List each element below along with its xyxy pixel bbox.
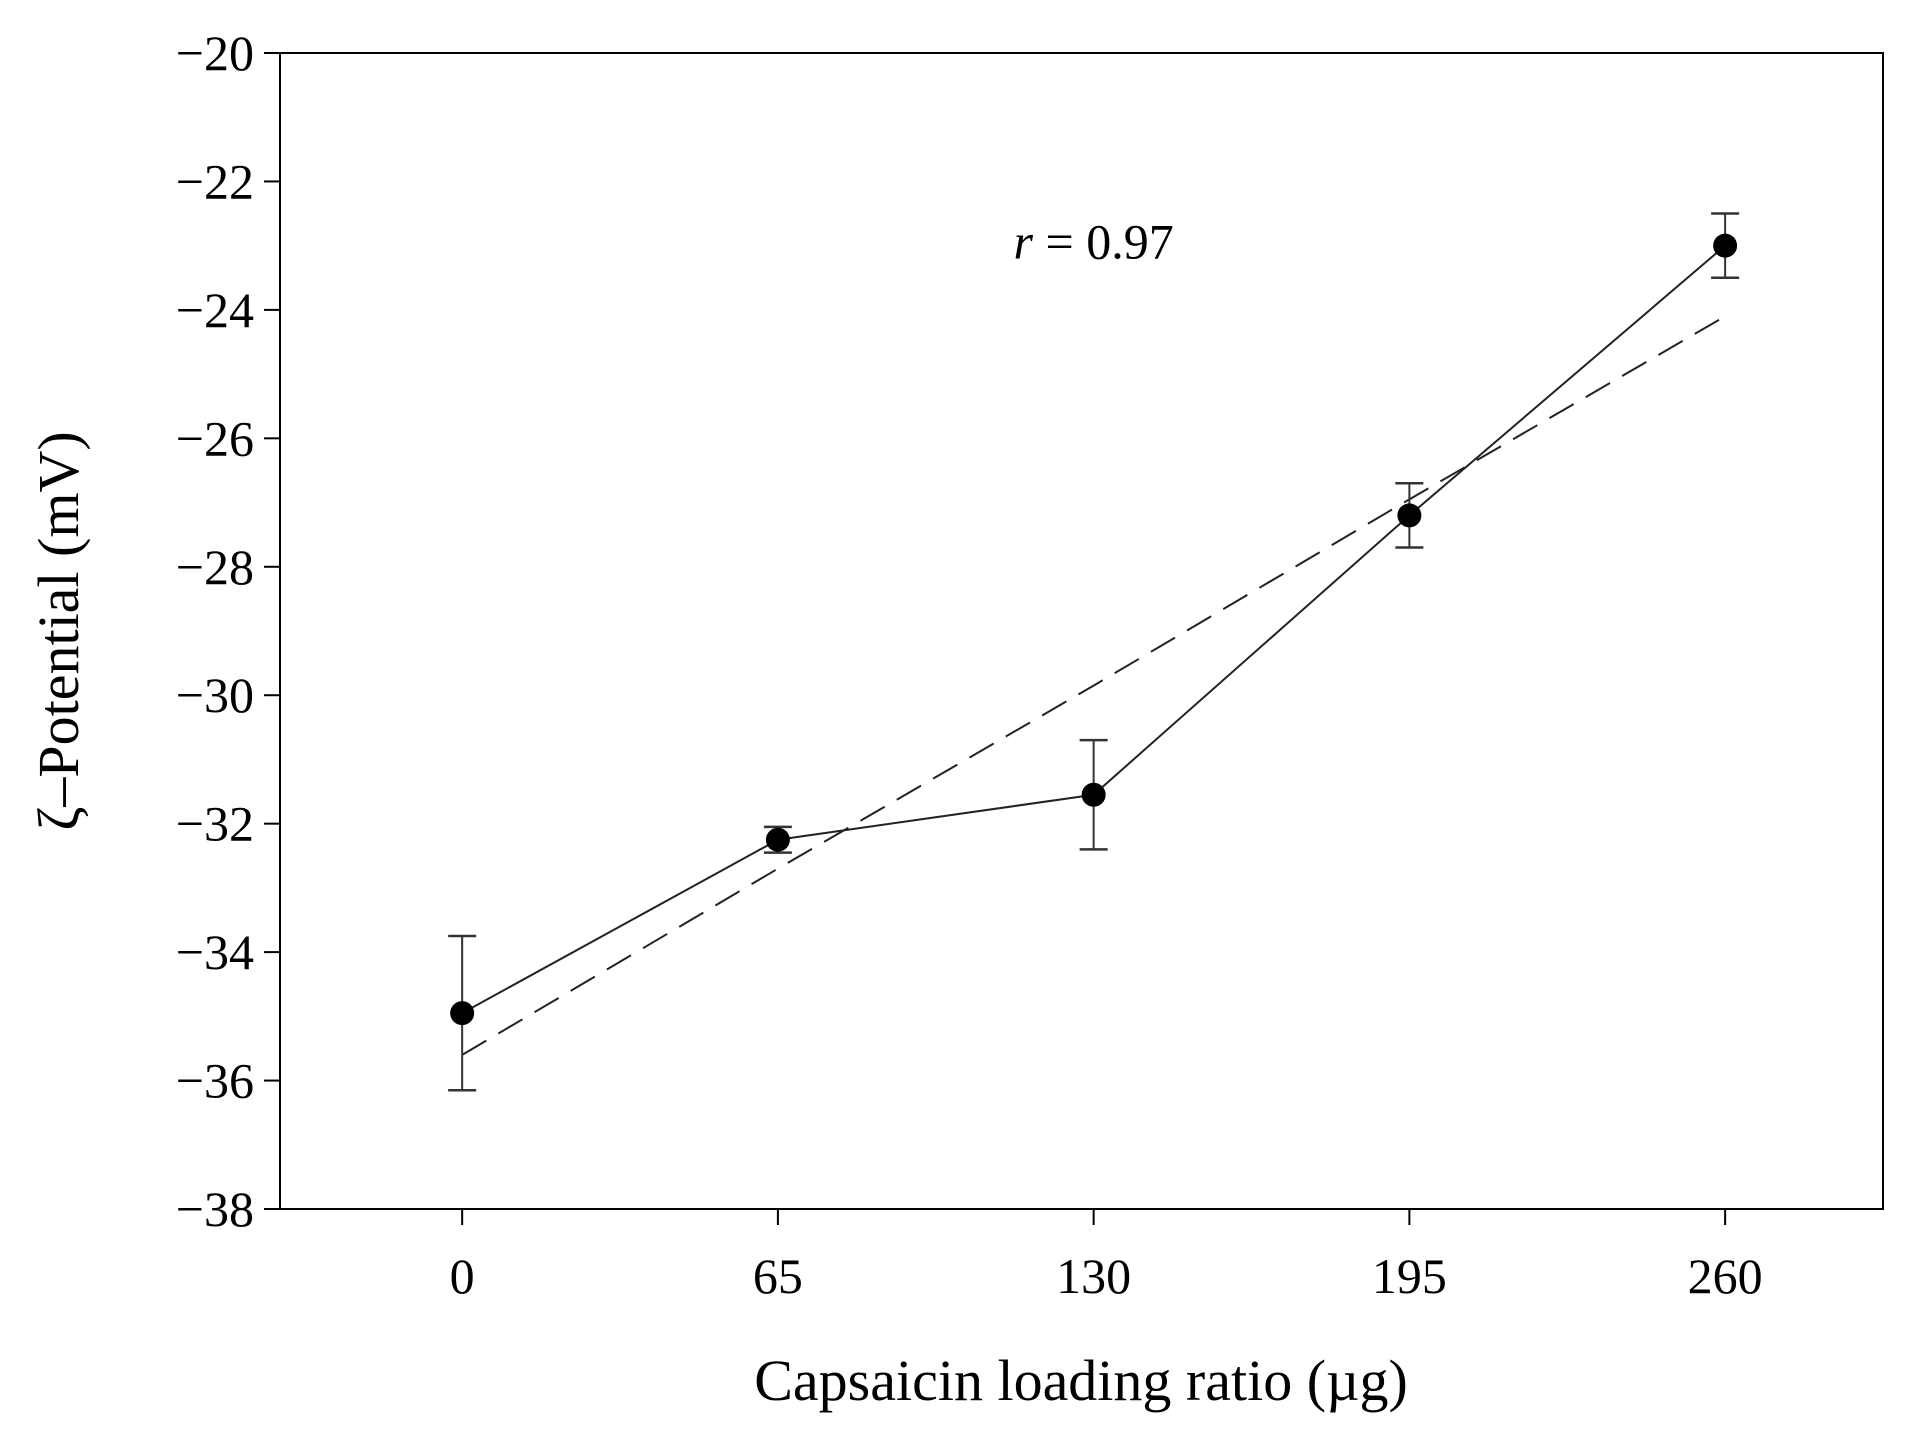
y-tick-label: −32 (176, 796, 254, 852)
fit-line (461, 315, 1726, 1056)
y-tick-label: −28 (176, 539, 254, 595)
error-bars (448, 212, 1740, 1092)
x-tick-label: 65 (753, 1248, 803, 1304)
y-axis-title: ζ–Potential (mV) (26, 431, 91, 830)
x-tick-label: 130 (1056, 1248, 1131, 1304)
data-line (461, 244, 1726, 1014)
correlation-value: = 0.97 (1033, 214, 1174, 270)
x-tick-label: 195 (1372, 1248, 1447, 1304)
data-points (450, 233, 1738, 1026)
y-tick-label: −20 (176, 25, 254, 81)
x-axis-title: Capsaicin loading ratio (µg) (754, 1348, 1408, 1413)
y-tick-label: −36 (176, 1053, 254, 1109)
data-point (765, 827, 790, 852)
y-tick-label: −22 (176, 153, 254, 209)
y-tick-label: −38 (176, 1181, 254, 1237)
data-point (1397, 503, 1422, 528)
correlation-annotation: r = 0.97 (1014, 214, 1174, 270)
x-tick-label: 0 (450, 1248, 475, 1304)
y-tick-label: −34 (176, 924, 254, 980)
x-tick-label: 260 (1688, 1248, 1763, 1304)
x-axis-ticks: 0 65 130 195 260 (450, 1209, 1763, 1304)
correlation-symbol: r (1014, 214, 1034, 270)
data-point (450, 1001, 475, 1026)
y-tick-label: −24 (176, 282, 254, 338)
y-tick-label: −26 (176, 410, 254, 466)
data-point (1713, 233, 1738, 258)
data-point (1081, 782, 1106, 807)
y-axis-ticks: −20 −22 −24 −26 −28 −30 −32 −34 −36 −38 (176, 25, 280, 1237)
y-tick-label: −30 (176, 667, 254, 723)
plot-frame (279, 52, 1884, 1210)
